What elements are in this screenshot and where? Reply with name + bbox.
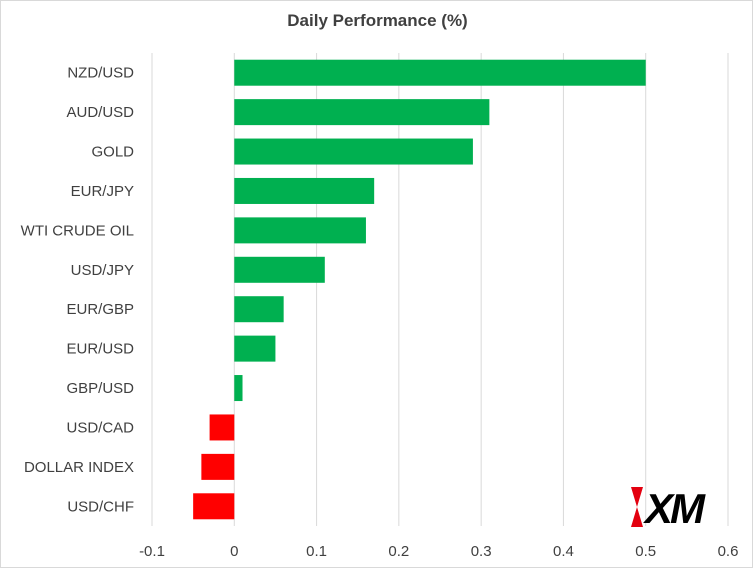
bar — [234, 59, 646, 86]
bar — [234, 375, 243, 402]
logo-text: XM — [643, 485, 706, 529]
x-tick-label: -0.1 — [139, 543, 165, 560]
bar — [234, 217, 366, 244]
category-label: USD/JPY — [71, 262, 134, 279]
bar — [234, 177, 375, 204]
category-label: USD/CHF — [67, 498, 134, 515]
category-label: WTI CRUDE OIL — [21, 222, 134, 239]
bar — [234, 296, 284, 323]
category-label: DOLLAR INDEX — [24, 459, 134, 476]
bar — [234, 138, 473, 165]
category-label: EUR/GBP — [66, 301, 134, 318]
category-label: EUR/JPY — [71, 183, 134, 200]
xm-logo-icon: XM — [631, 485, 709, 529]
bar — [201, 453, 235, 480]
x-tick-label: 0.2 — [388, 543, 409, 560]
x-tick-label: 0.5 — [635, 543, 656, 560]
chart-title: Daily Performance (%) — [287, 11, 468, 30]
x-tick-labels: -0.1 0 0.1 0.2 0.3 0.4 0.5 0.6 — [139, 543, 738, 560]
x-tick-label: 0.3 — [471, 543, 492, 560]
category-label: GBP/USD — [66, 380, 134, 397]
bars — [193, 59, 646, 520]
x-tick-label: 0.1 — [306, 543, 327, 560]
category-label: NZD/USD — [67, 65, 134, 82]
category-label: EUR/USD — [66, 341, 134, 358]
x-tick-label: 0.4 — [553, 543, 574, 560]
logo-red-chevron — [631, 487, 643, 527]
category-label: USD/CAD — [66, 419, 134, 436]
x-tick-label: 0 — [230, 543, 238, 560]
x-tick-label: 0.6 — [718, 543, 739, 560]
category-label: AUD/USD — [66, 104, 134, 121]
bar — [234, 335, 276, 362]
category-labels: NZD/USD AUD/USD GOLD EUR/JPY WTI CRUDE OIL US… — [21, 65, 135, 516]
gridlines — [151, 53, 729, 526]
bar — [234, 99, 490, 126]
bar — [209, 414, 235, 441]
bar — [193, 493, 235, 520]
category-label: GOLD — [91, 144, 134, 161]
bar — [234, 256, 325, 283]
